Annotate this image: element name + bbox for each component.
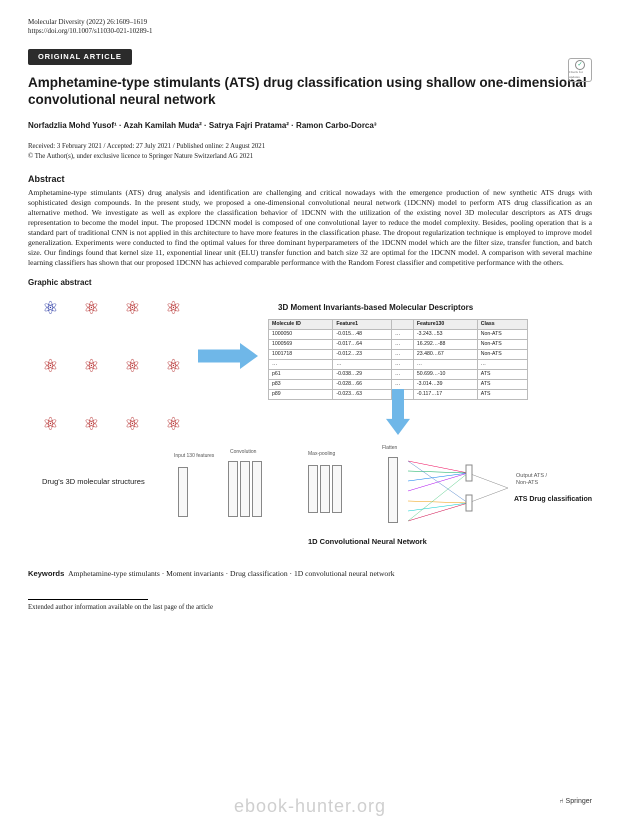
keywords-label: Keywords [28,569,64,578]
cnn-diagram-label: 1D Convolutional Neural Network [308,537,427,547]
dense-layer-icon [408,453,518,529]
table-header: Molecule ID [269,319,333,329]
publisher-logo: Springer [559,797,592,806]
molecule-grid-label: Drug's 3D molecular structures [42,477,145,487]
table-row: …………… [269,360,528,370]
table-header [392,319,414,329]
publication-dates: Received: 3 February 2021 / Accepted: 27… [28,142,592,151]
check-icon: ✓ [575,60,585,70]
table-header: Feature130 [413,319,477,329]
table-row: p61-0.038…29…50.699…-10ATS [269,370,528,380]
descriptor-table: Molecule IDFeature1 Feature130Class 10000… [268,319,528,400]
copyright-line: © The Author(s), under exclusive licence… [28,152,592,161]
classification-label: ATS Drug classification [514,495,592,504]
arrow-right-icon [198,343,258,369]
keywords-line: Keywords Amphetamine-type stimulants · M… [28,569,592,579]
molecule-icon: ⚛ [73,357,110,411]
graphic-abstract-figure: ⚛ ⚛ ⚛ ⚛ ⚛ ⚛ ⚛ ⚛ ⚛ ⚛ ⚛ ⚛ Drug's 3D molecu… [28,295,592,555]
table-row: 1000050-0.015…48…-3.243…53Non-ATS [269,329,528,339]
check-updates-badge[interactable]: ✓ Check for updates [568,58,592,82]
cnn-stage-input: Input 130 features [174,453,214,460]
molecule-icon: ⚛ [32,415,69,469]
article-type-badge: ORIGINAL ARTICLE [28,49,132,65]
keywords-text: Amphetamine-type stimulants · Moment inv… [68,569,394,578]
molecule-icon: ⚛ [114,299,151,353]
graphic-abstract-heading: Graphic abstract [28,278,592,289]
article-title: Amphetamine-type stimulants (ATS) drug c… [28,75,592,109]
cnn-stage-conv: Convolution [230,449,256,456]
abstract-heading: Abstract [28,173,592,185]
extended-author-note: Extended author information available on… [28,603,592,612]
check-badge-label: Check for updates [569,70,591,79]
molecule-icon: ⚛ [155,299,192,353]
cnn-stage-output: Output ATS / Non-ATS [516,473,558,488]
table-row: 1000569-0.017…64…16.292…-88Non-ATS [269,339,528,349]
cnn-stage-pool: Max-pooling [308,451,335,458]
molecule-icon: ⚛ [73,415,110,469]
doi-link[interactable]: https://doi.org/10.1007/s11030-021-10289… [28,27,592,36]
author-list: Norfadzlia Mohd Yusof¹ · Azah Kamilah Mu… [28,121,592,132]
molecule-icon: ⚛ [32,357,69,411]
cnn-diagram: Input 130 features Convolution Max-pooli… [178,443,558,533]
table-header: Feature1 [333,319,392,329]
table-row: p83-0.028…66…-3.014…39ATS [269,380,528,390]
molecule-grid: ⚛ ⚛ ⚛ ⚛ ⚛ ⚛ ⚛ ⚛ ⚛ ⚛ ⚛ ⚛ [32,299,192,469]
descriptor-table-title: 3D Moment Invariants-based Molecular Des… [278,303,473,314]
cnn-stage-flatten: Flatten [382,445,397,452]
molecule-icon: ⚛ [73,299,110,353]
molecule-icon: ⚛ [114,415,151,469]
molecule-icon: ⚛ [155,357,192,411]
table-header: Class [477,319,527,329]
watermark-text: ebook-hunter.org [0,794,620,818]
footnote-separator [28,599,148,600]
table-row: 1001718-0.012…23…23.480…67Non-ATS [269,350,528,360]
molecule-icon: ⚛ [114,357,151,411]
molecule-icon: ⚛ [32,299,69,353]
journal-citation: Molecular Diversity (2022) 26:1609–1619 [28,18,592,27]
abstract-text: Amphetamine-type stimulants (ATS) drug a… [28,188,592,268]
